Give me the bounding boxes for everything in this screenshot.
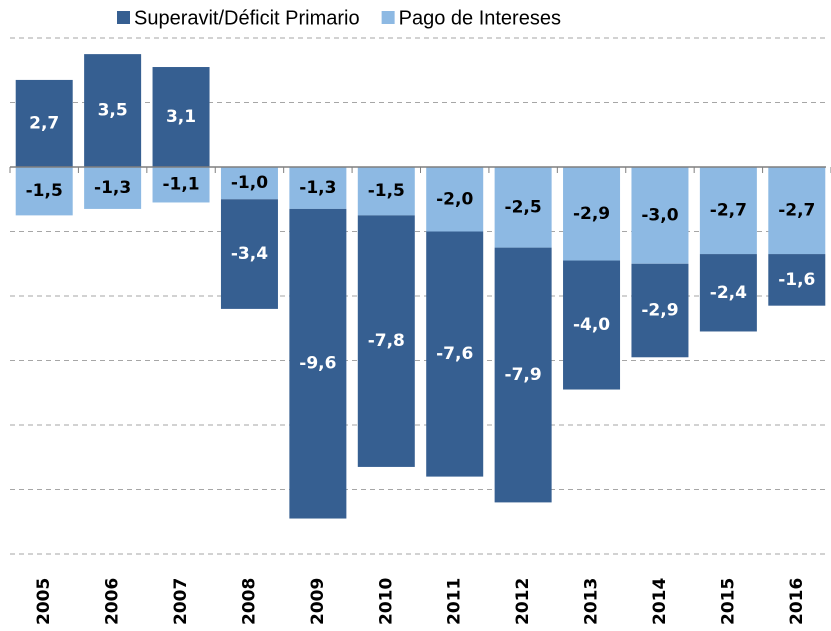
bar <box>563 167 621 261</box>
data-label: -1,5 <box>26 181 63 201</box>
data-label: -1,3 <box>94 178 131 198</box>
bar <box>289 167 347 209</box>
data-label: -7,8 <box>368 331 405 351</box>
data-label: -2,9 <box>641 301 678 321</box>
data-label: -1,0 <box>231 173 268 193</box>
data-label: -3,0 <box>641 205 678 225</box>
x-tick-label: 2011 <box>445 578 465 625</box>
data-label: -9,6 <box>299 354 336 374</box>
x-tick-label: 2016 <box>787 578 807 625</box>
data-label: -1,1 <box>162 175 199 195</box>
x-tick-label: 2012 <box>513 578 533 625</box>
bar <box>84 54 142 167</box>
x-tick-label: 2015 <box>718 578 738 625</box>
data-label: -1,6 <box>778 270 815 290</box>
data-label: -2,0 <box>436 189 473 209</box>
bar <box>152 67 210 167</box>
bar <box>768 254 826 306</box>
data-label: 3,1 <box>166 107 196 127</box>
bar <box>631 263 689 358</box>
data-label: 2,7 <box>29 113 59 133</box>
data-label: -4,0 <box>573 315 610 335</box>
data-label: -2,4 <box>710 283 747 303</box>
bar <box>494 247 552 503</box>
data-label: -2,5 <box>505 197 542 217</box>
data-label: -3,4 <box>231 244 268 264</box>
bar <box>768 167 826 255</box>
x-tick-label: 2008 <box>239 578 259 625</box>
bar <box>699 167 757 255</box>
bar <box>631 167 689 264</box>
data-label: 3,5 <box>98 101 128 121</box>
bar <box>15 167 73 216</box>
data-label: -1,3 <box>299 178 336 198</box>
data-label: -1,5 <box>368 181 405 201</box>
bar <box>15 79 73 167</box>
legend-label: Superavit/Déficit Primario <box>134 7 360 29</box>
x-tick-label: 2005 <box>34 578 54 625</box>
x-tick-label: 2010 <box>376 578 396 625</box>
bar <box>220 199 278 309</box>
x-tick-label: 2014 <box>650 578 670 625</box>
x-tick-label: 2009 <box>308 578 328 625</box>
bar <box>426 167 484 232</box>
data-label: -7,9 <box>505 365 542 385</box>
legend-swatch <box>381 11 395 24</box>
data-label: -2,9 <box>573 204 610 224</box>
data-label: -7,6 <box>436 344 473 364</box>
data-label: -2,7 <box>710 201 747 221</box>
x-tick-label: 2006 <box>103 578 123 625</box>
bar <box>220 167 278 200</box>
bar <box>357 167 415 216</box>
bar <box>289 208 347 519</box>
bar <box>699 254 757 332</box>
data-label: -2,7 <box>778 201 815 221</box>
x-tick-label: 2007 <box>171 578 191 625</box>
bar <box>494 167 552 248</box>
legend-swatch <box>117 11 130 24</box>
bar <box>152 167 210 203</box>
bar <box>563 260 621 390</box>
bar <box>357 215 415 467</box>
x-tick-label: 2013 <box>582 578 602 625</box>
legend-label: Pago de Intereses <box>399 7 561 29</box>
bar <box>84 167 142 209</box>
bar <box>426 231 484 477</box>
